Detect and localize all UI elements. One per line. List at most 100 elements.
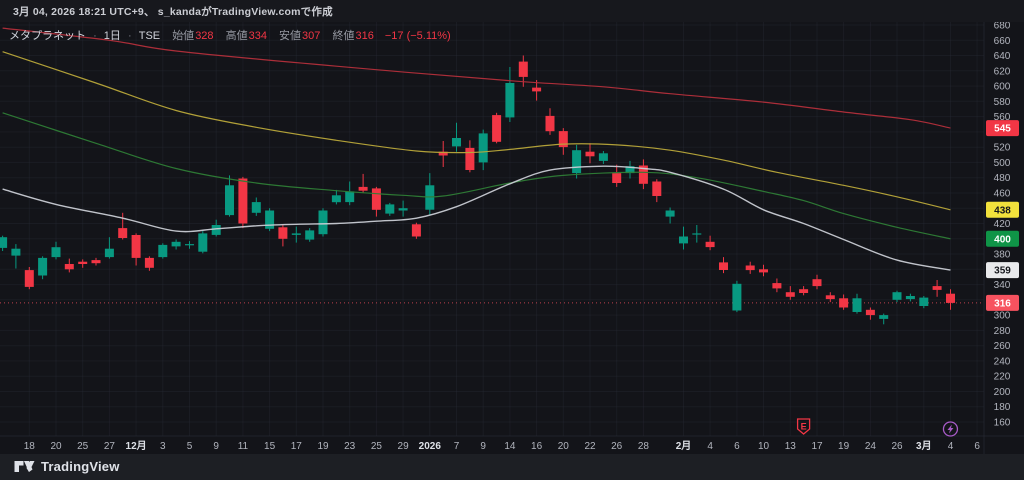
tradingview-logo-text: TradingView [41,459,120,474]
candle-12/22 [331,189,341,205]
candle-12/5 [185,241,194,249]
svg-text:14: 14 [504,441,516,452]
candle-2/19 [839,294,849,310]
svg-text:28: 28 [638,441,650,452]
candle-1/28 [638,159,648,190]
svg-text:4: 4 [948,441,954,452]
candle-1/26 [612,164,622,187]
candle-12/12 [251,197,261,216]
svg-text:460: 460 [994,189,1011,200]
candle-2/17 [812,274,822,290]
ma-red-line [2,27,951,129]
legend-separator: · [93,30,97,42]
svg-text:2026: 2026 [419,441,442,452]
open-value: 328 [195,30,214,42]
svg-text:20: 20 [50,441,62,452]
candle-2/27 [905,293,915,302]
tradingview-logo[interactable]: TradingView [14,459,120,474]
footer-bar: TradingView [0,454,1024,480]
svg-text:24: 24 [865,441,877,452]
svg-text:17: 17 [811,441,823,452]
flash-event-icon[interactable] [942,421,959,437]
candles [0,55,955,325]
candle-11/20 [51,241,61,260]
candle-11/28 [118,212,128,240]
svg-text:359: 359 [994,266,1011,277]
svg-text:400: 400 [994,234,1011,245]
svg-text:160: 160 [994,418,1011,429]
svg-text:220: 220 [994,372,1011,383]
svg-text:680: 680 [994,21,1011,32]
svg-text:580: 580 [994,97,1011,108]
interval-label[interactable]: 1日 [103,30,121,42]
candle-1/29 [652,179,662,203]
svg-text:5: 5 [187,441,193,452]
svg-text:16: 16 [531,441,543,452]
svg-text:10: 10 [758,441,770,452]
candle-12/15 [265,208,275,232]
price-badge-400: 400 [986,230,1019,247]
price-axis[interactable] [984,22,1024,436]
svg-text:3: 3 [160,441,166,452]
svg-text:12月: 12月 [126,440,147,452]
candle-1/30 [665,207,675,224]
price-axis-labels: 160 180 200 220 240 260 280 300 340 380 420 460 480 5… [994,21,1011,429]
snapshot-attribution-bar: 3月 04, 2026 18:21 UTC+9、 s_kandaがTrading… [0,0,1024,22]
candle-11/17 [11,244,21,269]
svg-text:180: 180 [994,402,1011,413]
price-badge-545: 545 [986,120,1019,137]
ma-yellow-line [2,51,951,211]
svg-text:13: 13 [785,441,797,452]
candle-12/19 [318,208,328,237]
candle-12/17 [291,226,301,243]
price-badge-316: 316 [986,294,1019,311]
candle-11/19 [38,256,48,280]
time-axis[interactable] [0,436,984,454]
time-axis-labels: 1820252712月35911151719232529202679141620… [24,440,981,452]
candle-1/14 [505,67,515,122]
candle-1/9 [478,129,488,171]
candle-2/5 [719,257,728,274]
candle-12/23 [345,181,355,206]
svg-text:316: 316 [994,298,1011,309]
legend-separator: · [127,30,132,42]
svg-text:480: 480 [994,173,1011,184]
candle-1/5 [425,173,435,216]
symbol-legend[interactable]: メタプラネット · 1日 · TSE 始値328 高値334 安値307 終値3… [9,27,451,43]
svg-text:438: 438 [994,205,1011,216]
price-badge-359: 359 [986,262,1019,279]
svg-text:E: E [801,422,807,432]
candle-2/6 [732,280,742,313]
svg-text:340: 340 [994,280,1011,291]
candle-2/3 [692,225,702,243]
svg-text:20: 20 [558,441,570,452]
candle-1/13 [492,112,502,144]
close-value: 316 [355,30,374,42]
candle-2/18 [825,292,835,303]
svg-text:260: 260 [994,341,1011,352]
candle-1/20 [558,128,568,155]
candle-1/27 [625,160,635,179]
candle-2/16 [799,286,809,296]
svg-text:380: 380 [994,250,1011,261]
candle-2/4 [705,235,715,251]
svg-text:3月: 3月 [916,440,932,452]
candle-3/3 [932,280,942,297]
svg-text:7: 7 [454,441,460,452]
candle-12/4 [171,239,181,250]
candle-12/26 [385,202,395,216]
candle-12/18 [305,228,315,242]
svg-text:4: 4 [707,441,713,452]
earnings-icon[interactable]: E [796,418,811,435]
symbol-name[interactable]: メタプラネット [9,30,86,42]
candle-1/16 [532,80,542,101]
chart-plot-area[interactable] [0,22,984,436]
candle-2/10 [759,264,768,277]
svg-text:500: 500 [994,158,1011,169]
candle-1/6 [438,141,448,167]
candle-11/27 [104,237,114,259]
svg-text:660: 660 [994,36,1011,47]
svg-text:560: 560 [994,112,1011,123]
svg-text:25: 25 [371,441,383,452]
